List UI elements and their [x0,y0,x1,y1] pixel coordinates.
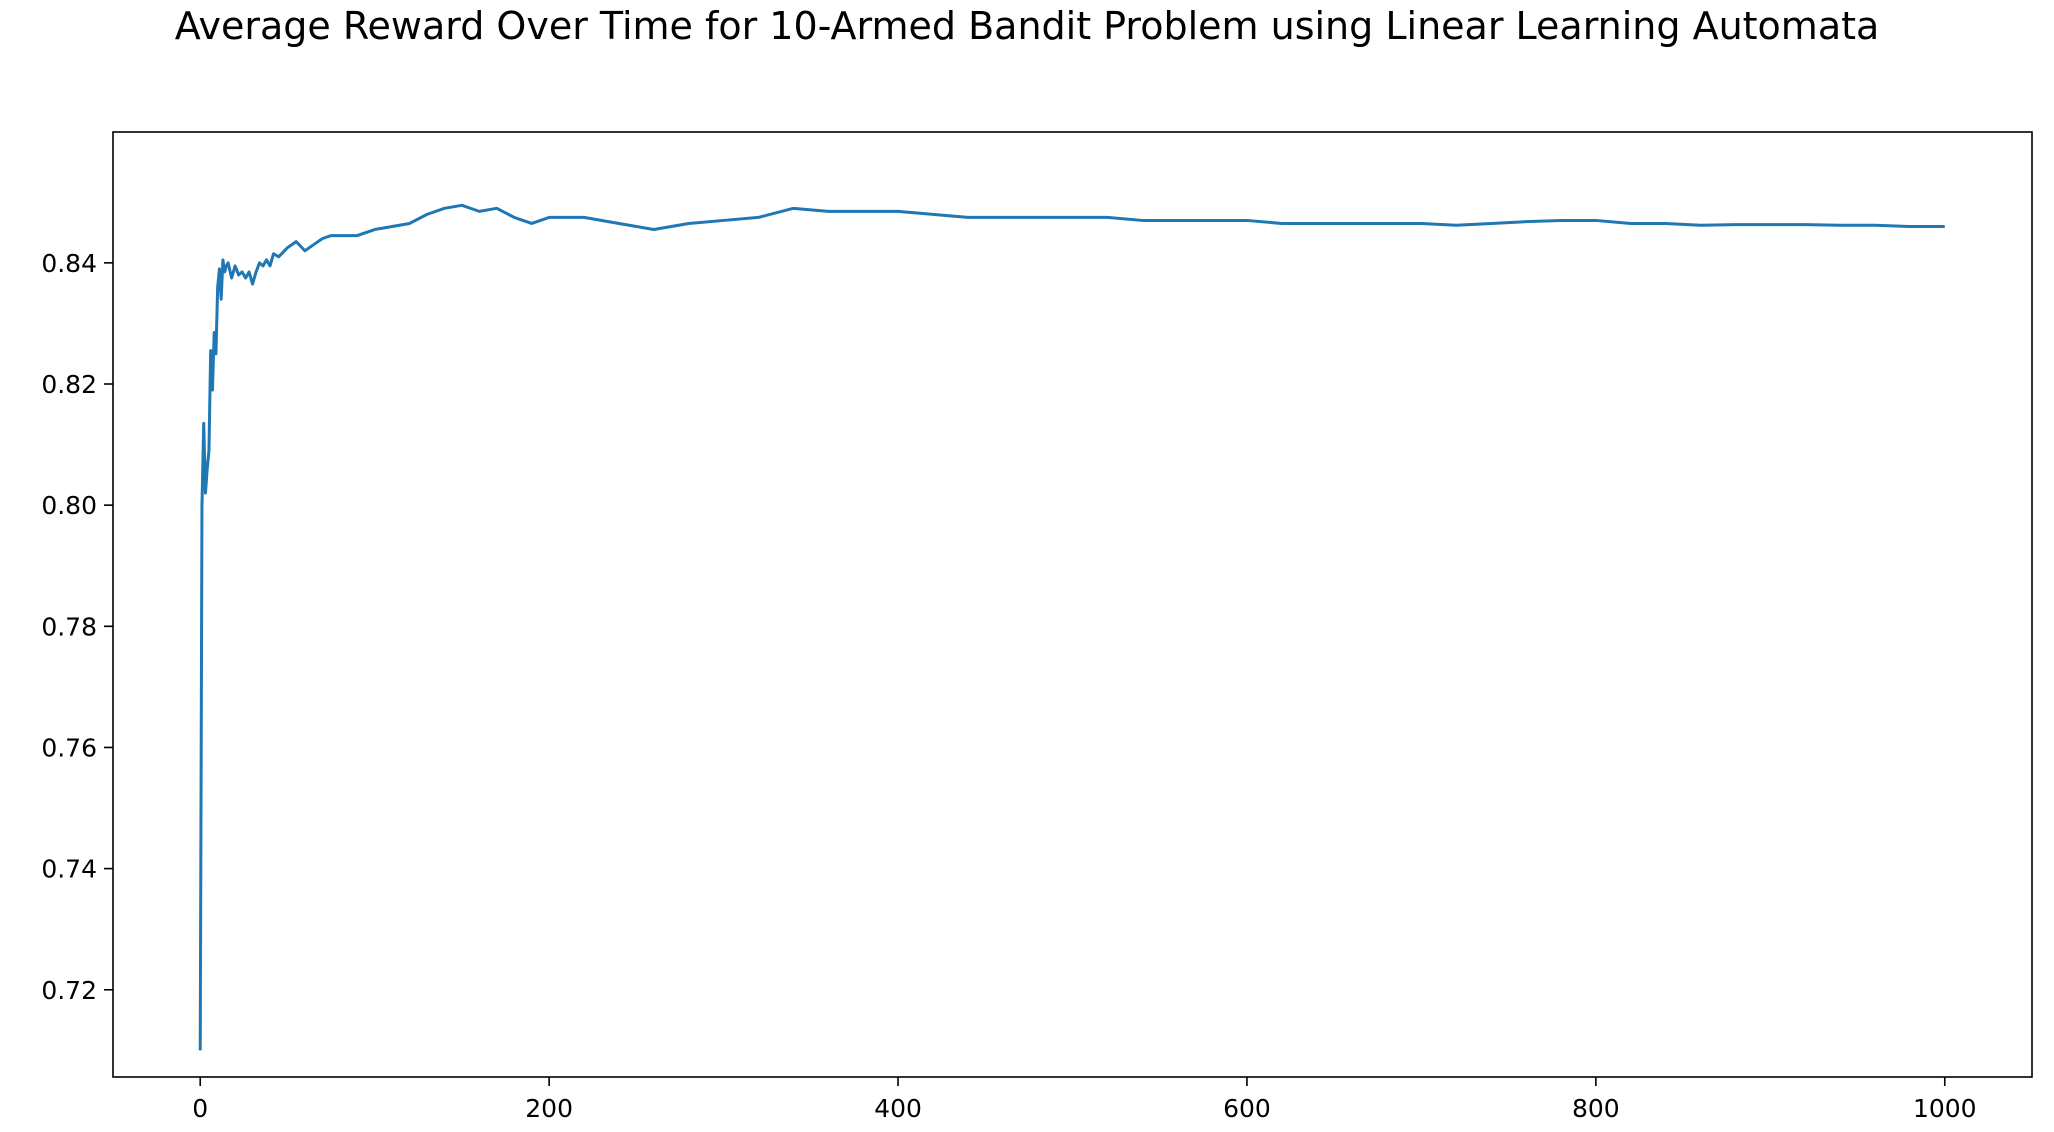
y-tick-label: 0.78 [41,612,97,641]
plot-area [198,203,1945,1051]
x-axis: 0 200 400 600 800 1000 [192,1077,1977,1123]
series-line [198,203,1945,1051]
axes-frame [112,131,2033,1078]
y-tick-label: 0.72 [41,976,97,1005]
y-tick-label: 0.82 [41,370,97,399]
y-tick-label: 0.76 [41,733,97,762]
x-tick-label: 0 [192,1094,208,1123]
x-tick-label: 1000 [1913,1094,1977,1123]
x-tick-label: 800 [1572,1094,1620,1123]
x-tick-label: 400 [874,1094,922,1123]
y-axis: 0.72 0.74 0.76 0.78 0.80 0.82 0.84 [41,249,113,1005]
y-tick-label: 0.80 [41,491,97,520]
y-tick-label: 0.84 [41,249,97,278]
x-tick-label: 200 [525,1094,573,1123]
x-tick-label: 600 [1223,1094,1271,1123]
y-tick-label: 0.74 [41,855,97,884]
chart-title: Average Reward Over Time for 10-Armed Ba… [174,4,1880,48]
